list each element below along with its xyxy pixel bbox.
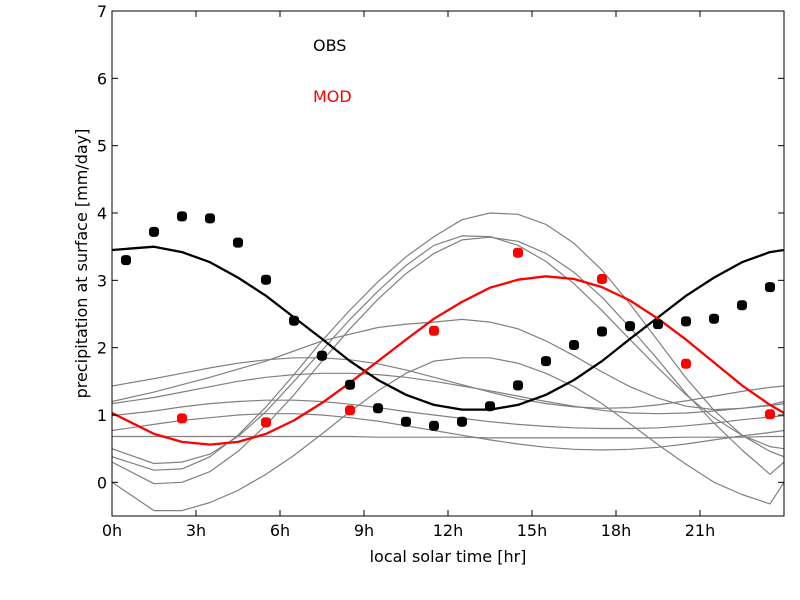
x-tick-label: 6h bbox=[270, 521, 290, 540]
y-tick-label: 3 bbox=[97, 271, 107, 290]
series-layer bbox=[112, 211, 784, 512]
x-tick-label: 0h bbox=[102, 521, 122, 540]
obs-point bbox=[625, 321, 635, 332]
mod-point bbox=[513, 247, 523, 258]
obs-point bbox=[233, 237, 243, 248]
obs-point bbox=[737, 300, 747, 311]
x-axis-label: local solar time [hr] bbox=[370, 547, 527, 566]
obs-point bbox=[681, 316, 691, 327]
obs-point bbox=[485, 401, 495, 412]
obs-point bbox=[289, 315, 299, 326]
x-tick-label: 15h bbox=[517, 521, 548, 540]
y-tick-label: 0 bbox=[97, 473, 107, 492]
x-tick-label: 21h bbox=[685, 521, 716, 540]
y-tick-label: 4 bbox=[97, 204, 107, 223]
model-curve-3 bbox=[112, 236, 784, 485]
obs-point bbox=[373, 403, 383, 414]
obs-point bbox=[709, 313, 719, 324]
x-tick-label: 18h bbox=[601, 521, 632, 540]
mod-point bbox=[765, 409, 775, 420]
obs-point bbox=[513, 380, 523, 391]
model-curve-2 bbox=[112, 212, 784, 471]
model-curve-7 bbox=[112, 372, 784, 415]
y-axis-label: precipitation at surface [mm/day] bbox=[72, 129, 91, 399]
model-curve-4 bbox=[112, 357, 784, 512]
model-curve-10 bbox=[112, 435, 784, 439]
legend-label-obs: OBS bbox=[313, 36, 346, 55]
obs-point bbox=[457, 416, 467, 427]
obs-point bbox=[317, 350, 327, 361]
legend-label-mod: MOD bbox=[313, 87, 352, 106]
x-tick-label: 9h bbox=[354, 521, 374, 540]
model-curve-5 bbox=[112, 357, 784, 409]
y-tick-label: 5 bbox=[97, 137, 107, 156]
obs-point bbox=[401, 416, 411, 427]
obs-point bbox=[205, 213, 215, 224]
obs-point bbox=[653, 319, 663, 330]
x-tick-label: 3h bbox=[186, 521, 206, 540]
obs-point bbox=[597, 326, 607, 337]
obs-point bbox=[345, 379, 355, 390]
model-curve-6 bbox=[112, 318, 784, 411]
mod-point bbox=[345, 405, 355, 416]
obs-point bbox=[541, 356, 551, 367]
obs-point bbox=[149, 226, 159, 237]
mod-line bbox=[112, 275, 784, 446]
y-tick-label: 6 bbox=[97, 69, 107, 88]
obs-point bbox=[177, 211, 187, 222]
model-curve-9 bbox=[112, 413, 784, 451]
x-tick-label: 12h bbox=[433, 521, 464, 540]
obs-point bbox=[765, 282, 775, 293]
mod-point bbox=[597, 274, 607, 284]
mod-point bbox=[177, 413, 187, 424]
y-tick-label: 1 bbox=[97, 406, 107, 425]
legend: OBS MOD bbox=[313, 36, 352, 106]
mod-point bbox=[429, 325, 439, 336]
mod-point bbox=[261, 417, 271, 428]
y-tick-label: 2 bbox=[97, 339, 107, 358]
obs-line bbox=[112, 245, 784, 411]
obs-point bbox=[261, 274, 271, 285]
y-tick-label: 7 bbox=[97, 2, 107, 21]
obs-point bbox=[121, 255, 131, 266]
mod-point bbox=[681, 358, 691, 369]
plot-area bbox=[112, 211, 784, 512]
obs-point bbox=[569, 340, 579, 350]
obs-point bbox=[429, 420, 439, 431]
ticks: 0h 3h 6h 9h 12h 15h 18h 21h 0 1 2 3 4 5 6 7 bbox=[97, 2, 784, 540]
